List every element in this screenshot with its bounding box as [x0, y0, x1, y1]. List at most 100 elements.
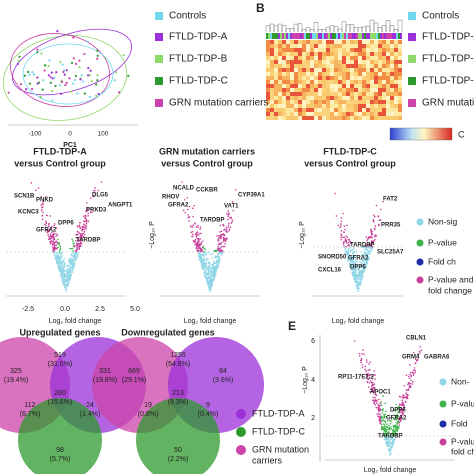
heat-cell: [382, 84, 386, 88]
heat-cell: [374, 56, 378, 60]
gene-dot: [75, 236, 78, 239]
annotation-cell: [346, 33, 348, 39]
tick-label: 2.5: [95, 306, 105, 313]
heat-cell: [286, 108, 290, 112]
gene-dot: [82, 235, 84, 238]
gene-dot: [364, 368, 367, 371]
gene-dot: [57, 243, 60, 245]
gene-dot: [366, 361, 368, 363]
annotation-cell: [372, 33, 374, 39]
gene-dot: [62, 266, 65, 269]
gene-dot: [217, 239, 219, 242]
annotation-cell: [294, 33, 296, 39]
gene-dot: [340, 236, 342, 239]
gene-dot: [217, 245, 219, 248]
heat-cell: [298, 88, 302, 92]
heat-cell: [394, 76, 398, 80]
gene-dot: [379, 402, 381, 404]
heat-cell: [354, 40, 358, 44]
heat-cell: [358, 116, 362, 120]
heat-cell: [370, 56, 374, 60]
heat-cell: [374, 64, 378, 68]
gene-dot: [380, 208, 382, 211]
heat-cell: [366, 68, 370, 72]
axis-label: Log₂ fold change: [364, 467, 417, 474]
heat-cell: [338, 56, 342, 60]
heat-cell: [318, 116, 322, 120]
gene-dot: [52, 240, 55, 242]
sample-dot: [36, 51, 39, 54]
gene-dot: [62, 274, 65, 277]
dendrogram: [317, 29, 323, 32]
heat-cell: [390, 52, 394, 56]
heat-cell: [306, 52, 310, 56]
gene-dot: [42, 211, 44, 214]
heat-cell: [306, 96, 310, 100]
gene-dot: [405, 374, 408, 377]
gene-dot: [59, 252, 61, 254]
heat-cell: [354, 44, 358, 48]
gene-dot: [393, 429, 396, 432]
gene-dot: [71, 263, 73, 266]
gene-dot: [372, 240, 375, 243]
gene-dot: [79, 237, 82, 240]
gene-dot: [397, 420, 400, 423]
heat-cell: [298, 108, 302, 112]
heat-cell: [378, 100, 382, 104]
gene-dot: [195, 225, 198, 228]
gene-dot: [385, 435, 387, 437]
gene-dot: [346, 258, 349, 260]
gene-dot: [407, 388, 410, 390]
gene-dot: [204, 276, 207, 278]
heat-cell: [394, 64, 398, 68]
gene-dot: [53, 238, 56, 241]
gene-dot: [207, 271, 210, 273]
gene-dot: [367, 246, 369, 249]
gene-dot: [409, 364, 411, 366]
heat-cell: [314, 52, 318, 56]
gene-dot: [209, 266, 211, 268]
dendrogram: [333, 26, 339, 32]
gene-dot: [340, 238, 343, 241]
gene-dot: [372, 375, 374, 378]
gene-dot: [355, 280, 357, 283]
heat-cell: [306, 88, 310, 92]
legend-swatch: [408, 12, 416, 20]
heat-cell: [310, 112, 314, 116]
axis-label: −Log₁₀ P: [302, 366, 309, 394]
heat-cell: [338, 76, 342, 80]
gene-dot: [66, 277, 69, 280]
dendrogram: [265, 25, 271, 32]
heat-cell: [370, 108, 374, 112]
gene-dot: [197, 237, 199, 240]
gene-dot: [55, 232, 57, 235]
gene-dot: [61, 261, 64, 264]
legend-label: Non-sig: [428, 216, 458, 226]
heat-cell: [294, 104, 298, 108]
gene-dot: [347, 244, 350, 246]
gene-dot: [402, 397, 405, 399]
gene-dot: [73, 251, 76, 254]
heat-cell: [374, 72, 378, 76]
gene-dot: [388, 414, 390, 417]
sample-dot: [95, 94, 98, 97]
gene-dot: [208, 251, 210, 254]
heat-cell: [366, 108, 370, 112]
gene-dot: [204, 258, 207, 260]
gene-dot: [53, 247, 55, 250]
gene-dot: [75, 256, 77, 259]
heat-cell: [382, 52, 386, 56]
heat-cell: [358, 72, 362, 76]
heat-cell: [378, 96, 382, 100]
gene-dot: [199, 226, 202, 229]
gene-dot: [366, 376, 368, 378]
heat-cell: [362, 108, 366, 112]
gene-dot: [196, 243, 199, 246]
gene-dot: [349, 263, 352, 265]
heat-cell: [342, 68, 346, 72]
gene-dot: [367, 386, 370, 388]
gene-dot: [62, 260, 65, 263]
dendrogram: [277, 23, 283, 32]
heat-cell: [306, 92, 310, 96]
heat-cell: [334, 72, 338, 76]
